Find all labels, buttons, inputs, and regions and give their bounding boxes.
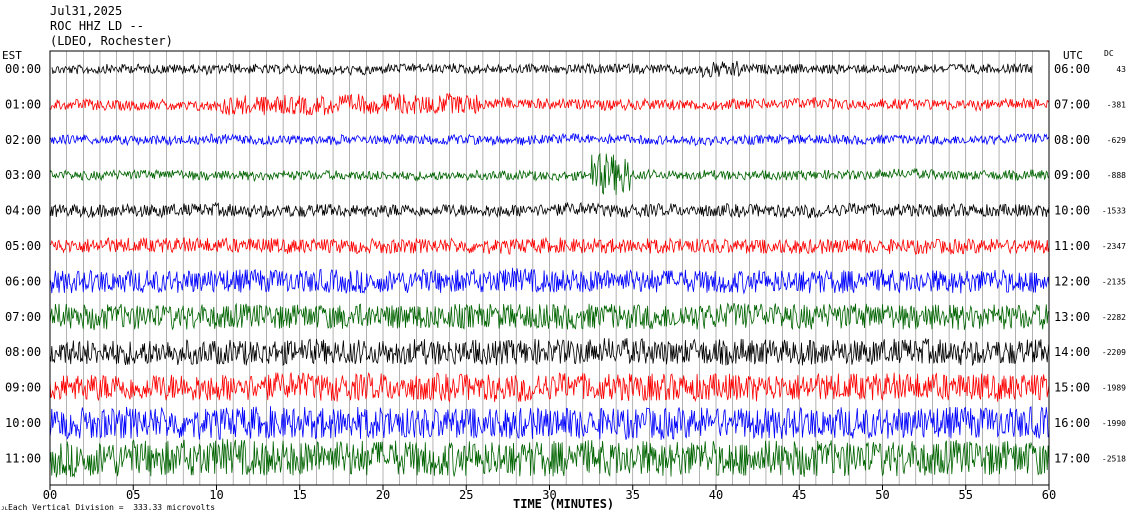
x-tick-label: 20 — [376, 488, 390, 502]
utc-zone-label: UTC — [1063, 49, 1083, 62]
seismic-trace — [51, 60, 1033, 79]
trace-right-time-label: 07:00 — [1054, 97, 1090, 111]
trace-right-time-label: 11:00 — [1054, 239, 1090, 253]
x-tick-label: 45 — [792, 488, 806, 502]
trace-dc-offset: -629 — [1107, 136, 1126, 145]
trace-left-time-label: 11:00 — [5, 451, 41, 465]
x-tick-label: 00 — [43, 488, 57, 502]
scale-mark: ᴊʟ — [1, 505, 9, 512]
trace-dc-offset: -381 — [1107, 100, 1126, 109]
trace-dc-offset: 43 — [1116, 65, 1126, 74]
trace-right-time-label: 16:00 — [1054, 416, 1090, 430]
seismic-trace — [49, 132, 1050, 147]
x-tick-label: 15 — [293, 488, 307, 502]
trace-left-time-label: 09:00 — [5, 381, 41, 395]
trace-left-time-label: 01:00 — [5, 97, 41, 111]
trace-right-time-label: 13:00 — [1054, 310, 1090, 324]
scale-note: Each Vertical Division = 333.33 microvol… — [8, 503, 216, 512]
dc-offset-header: DC — [1104, 49, 1114, 58]
trace-layer — [49, 60, 1050, 478]
trace-right-time-label: 12:00 — [1054, 274, 1090, 288]
trace-left-time-label: 04:00 — [5, 204, 41, 218]
seismic-trace — [49, 405, 1050, 440]
trace-left-time-label: 06:00 — [5, 274, 41, 288]
trace-dc-offset: -2282 — [1102, 313, 1126, 322]
trace-right-time-label: 10:00 — [1054, 204, 1090, 218]
seismic-trace — [49, 201, 1050, 219]
label-layer: 00 05 10 15 20 25 30 35 40 45 50 55 60 00:00 06:00 43 01… — [5, 62, 1126, 502]
x-tick-label: 55 — [959, 488, 973, 502]
trace-dc-offset: -888 — [1107, 171, 1126, 180]
trace-right-time-label: 06:00 — [1054, 62, 1090, 76]
trace-dc-offset: -1533 — [1102, 207, 1126, 216]
est-zone-label: EST — [2, 49, 22, 62]
trace-dc-offset: -2518 — [1102, 454, 1126, 463]
trace-left-time-label: 03:00 — [5, 168, 41, 182]
helicorder-date: Jul31,2025 — [50, 4, 123, 18]
seismic-trace — [49, 267, 1050, 295]
trace-left-time-label: 05:00 — [5, 239, 41, 253]
x-tick-label: 25 — [459, 488, 473, 502]
trace-left-time-label: 07:00 — [5, 310, 41, 324]
seismic-trace — [49, 152, 1050, 196]
seismic-trace — [49, 236, 1050, 256]
station-code: ROC HHZ LD -- — [50, 19, 144, 33]
x-tick-label: 40 — [709, 488, 723, 502]
trace-right-time-label: 17:00 — [1054, 451, 1090, 465]
trace-dc-offset: -2135 — [1102, 277, 1126, 286]
seismic-trace — [49, 372, 1050, 403]
trace-dc-offset: -2347 — [1102, 242, 1126, 251]
x-tick-label: 50 — [875, 488, 889, 502]
x-tick-label: 05 — [126, 488, 140, 502]
trace-dc-offset: -1990 — [1102, 419, 1126, 428]
seismic-trace — [49, 302, 1050, 331]
trace-dc-offset: -1989 — [1102, 384, 1126, 393]
x-tick-label: 60 — [1042, 488, 1056, 502]
x-tick-label: 35 — [626, 488, 640, 502]
trace-right-time-label: 15:00 — [1054, 381, 1090, 395]
network-name: (LDEO, Rochester) — [50, 34, 173, 48]
x-tick-label: 30 — [542, 488, 556, 502]
plot-frame — [49, 50, 1050, 486]
trace-left-time-label: 08:00 — [5, 345, 41, 359]
x-tick-label: 10 — [209, 488, 223, 502]
x-axis-title: TIME (MINUTES) — [513, 497, 615, 511]
trace-left-time-label: 10:00 — [5, 416, 41, 430]
seismic-trace — [49, 338, 1050, 367]
trace-right-time-label: 14:00 — [1054, 345, 1090, 359]
seismic-trace — [50, 92, 1050, 116]
trace-right-time-label: 09:00 — [1054, 168, 1090, 182]
seismic-trace — [49, 438, 1050, 478]
trace-dc-offset: -2209 — [1102, 348, 1126, 357]
trace-left-time-label: 02:00 — [5, 133, 41, 147]
trace-right-time-label: 08:00 — [1054, 133, 1090, 147]
trace-left-time-label: 00:00 — [5, 62, 41, 76]
